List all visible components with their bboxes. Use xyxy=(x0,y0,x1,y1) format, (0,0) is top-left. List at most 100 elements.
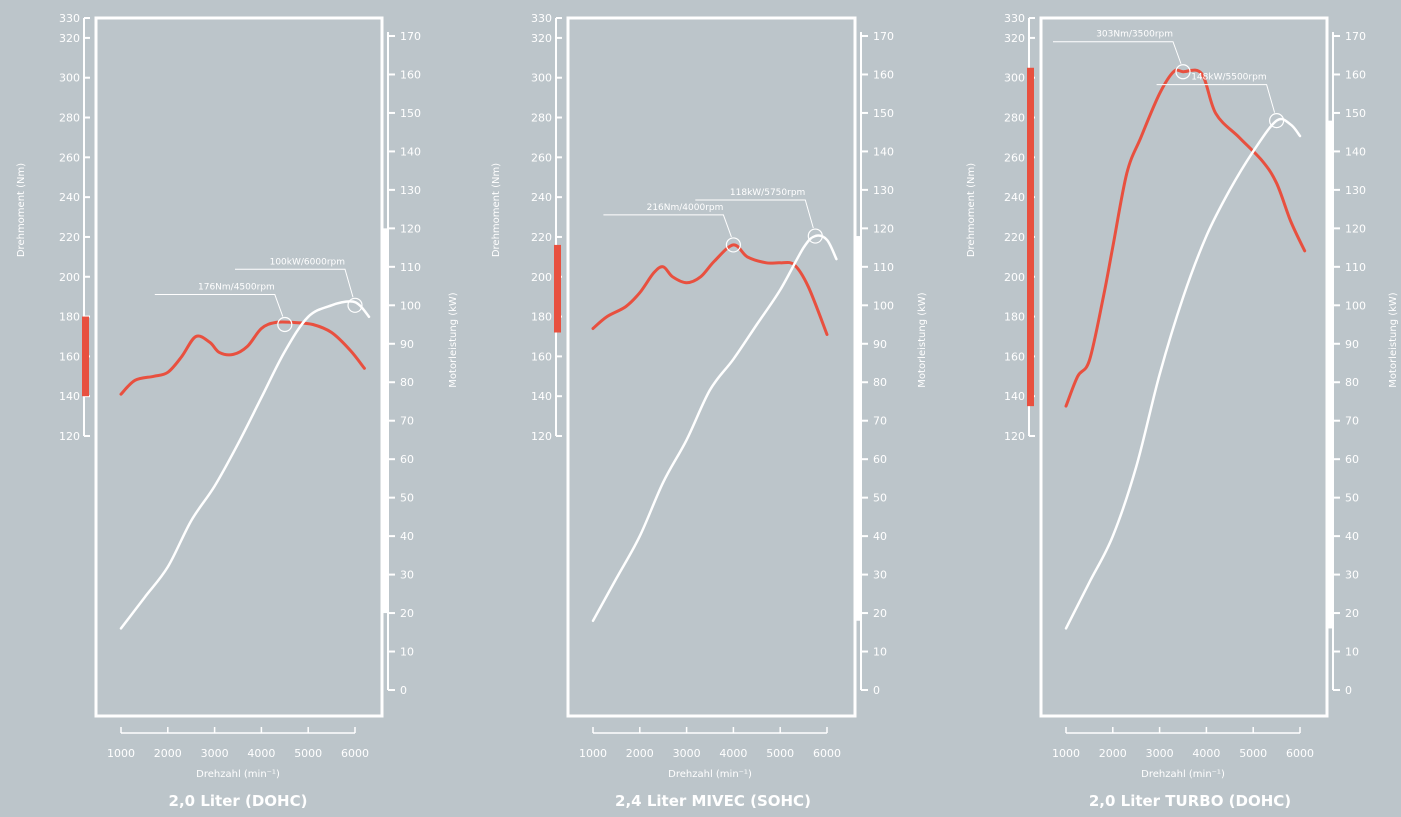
power-tick-label: 50 xyxy=(1345,492,1359,505)
power-tick-label: 20 xyxy=(400,607,414,620)
torque-tick-label: 200 xyxy=(1004,271,1025,284)
power-tick-label: 60 xyxy=(400,453,414,466)
torque-tick-label: 240 xyxy=(59,191,80,204)
power-tick-label: 110 xyxy=(873,261,894,274)
torque-tick-label: 320 xyxy=(531,32,552,45)
x-tick-label: 4000 xyxy=(1192,747,1220,760)
power-tick-label: 100 xyxy=(1345,299,1366,312)
torque-tick-label: 160 xyxy=(1004,350,1025,363)
annotation-label: 216Nm/4000rpm xyxy=(647,203,724,213)
chart-subtitle: 2,0 Liter (DOHC) xyxy=(169,792,308,810)
torque-tick-label: 260 xyxy=(1004,151,1025,164)
power-tick-label: 160 xyxy=(1345,68,1366,81)
power-tick-label: 60 xyxy=(873,453,887,466)
power-axis-label: Motorleistung (kW) xyxy=(1388,292,1399,388)
torque-tick-label: 160 xyxy=(531,350,552,363)
torque-tick-label: 330 xyxy=(59,12,80,25)
power-tick-label: 100 xyxy=(873,299,894,312)
annotation-leader xyxy=(154,294,284,317)
torque-tick-label: 280 xyxy=(531,112,552,125)
torque-tick-label: 240 xyxy=(1004,191,1025,204)
power-range-bar xyxy=(856,236,861,621)
annotation-leader xyxy=(695,199,814,229)
x-tick-label: 5000 xyxy=(294,747,322,760)
power-axis-label: Motorleistung (kW) xyxy=(448,292,459,388)
power-tick-label: 120 xyxy=(1345,222,1366,235)
power-tick-label: 160 xyxy=(873,68,894,81)
torque-tick-label: 140 xyxy=(531,390,552,403)
torque-tick-label: 260 xyxy=(59,151,80,164)
torque-range-bar xyxy=(554,244,561,333)
power-tick-label: 170 xyxy=(1345,30,1366,43)
power-tick-label: 120 xyxy=(873,222,894,235)
power-range-bar xyxy=(1328,120,1333,629)
torque-curve xyxy=(591,243,829,336)
power-tick-label: 40 xyxy=(873,530,887,543)
power-tick-label: 70 xyxy=(400,415,414,428)
torque-tick-label: 120 xyxy=(59,430,80,443)
power-tick-label: 40 xyxy=(1345,530,1359,543)
x-tick-label: 4000 xyxy=(247,747,275,760)
chart-subtitle: 2,0 Liter TURBO (DOHC) xyxy=(1089,792,1291,810)
power-tick-label: 0 xyxy=(873,684,880,697)
peak-marker xyxy=(1175,64,1191,80)
power-tick-label: 140 xyxy=(873,145,894,158)
power-tick-label: 30 xyxy=(400,569,414,582)
annotation-label: 176Nm/4500rpm xyxy=(198,283,275,293)
torque-tick-label: 120 xyxy=(1004,430,1025,443)
torque-tick-label: 180 xyxy=(59,311,80,324)
power-tick-label: 170 xyxy=(400,30,421,43)
chart-subtitle: 2,4 Liter MIVEC (SOHC) xyxy=(615,792,811,810)
torque-tick-label: 300 xyxy=(531,72,552,85)
power-tick-label: 170 xyxy=(873,30,894,43)
plot-frame xyxy=(1039,16,1329,718)
power-tick-label: 80 xyxy=(873,376,887,389)
x-tick-label: 2000 xyxy=(154,747,182,760)
x-tick-label: 6000 xyxy=(1286,747,1314,760)
power-curve xyxy=(1064,117,1302,630)
x-tick-label: 4000 xyxy=(719,747,747,760)
power-tick-label: 140 xyxy=(1345,145,1366,158)
power-tick-label: 0 xyxy=(400,684,407,697)
power-axis-label: Motorleistung (kW) xyxy=(917,292,928,388)
x-tick-label: 3000 xyxy=(201,747,229,760)
torque-axis-label: Drehmoment (Nm) xyxy=(16,163,27,257)
power-tick-label: 100 xyxy=(400,299,421,312)
annotation-leader xyxy=(1156,84,1276,113)
power-tick-label: 20 xyxy=(873,607,887,620)
power-tick-label: 150 xyxy=(1345,107,1366,120)
power-tick-label: 10 xyxy=(873,646,887,659)
torque-tick-label: 220 xyxy=(1004,231,1025,244)
engine-chart-1: 120 140 160 180 200 220 240 260 280 300 320 330 0 10 2… xyxy=(16,12,459,810)
x-tick-label: 1000 xyxy=(1052,747,1080,760)
torque-curve xyxy=(119,320,366,396)
x-tick-label: 5000 xyxy=(1239,747,1267,760)
annotation-leader xyxy=(1053,41,1182,64)
plot-frame xyxy=(566,16,857,718)
peak-marker xyxy=(347,297,363,313)
torque-tick-label: 300 xyxy=(59,72,80,85)
torque-tick-label: 180 xyxy=(1004,311,1025,324)
peak-marker xyxy=(1268,113,1285,129)
x-tick-label: 5000 xyxy=(766,747,794,760)
power-curve xyxy=(119,300,371,630)
power-tick-label: 80 xyxy=(1345,376,1359,389)
power-tick-label: 130 xyxy=(400,184,421,197)
power-tick-label: 140 xyxy=(400,145,421,158)
power-tick-label: 30 xyxy=(873,569,887,582)
x-tick-label: 1000 xyxy=(107,747,135,760)
power-tick-label: 110 xyxy=(400,261,421,274)
torque-tick-label: 180 xyxy=(531,311,552,324)
power-tick-label: 80 xyxy=(400,376,414,389)
torque-tick-label: 330 xyxy=(1004,12,1025,25)
annotation-label: 303Nm/3500rpm xyxy=(1096,30,1173,40)
power-tick-label: 20 xyxy=(1345,607,1359,620)
power-tick-label: 10 xyxy=(400,646,414,659)
power-tick-label: 0 xyxy=(1345,684,1352,697)
power-range-bar xyxy=(383,228,388,614)
x-tick-label: 3000 xyxy=(673,747,701,760)
power-tick-label: 50 xyxy=(873,492,887,505)
torque-tick-label: 140 xyxy=(1004,390,1025,403)
power-tick-label: 150 xyxy=(873,107,894,120)
